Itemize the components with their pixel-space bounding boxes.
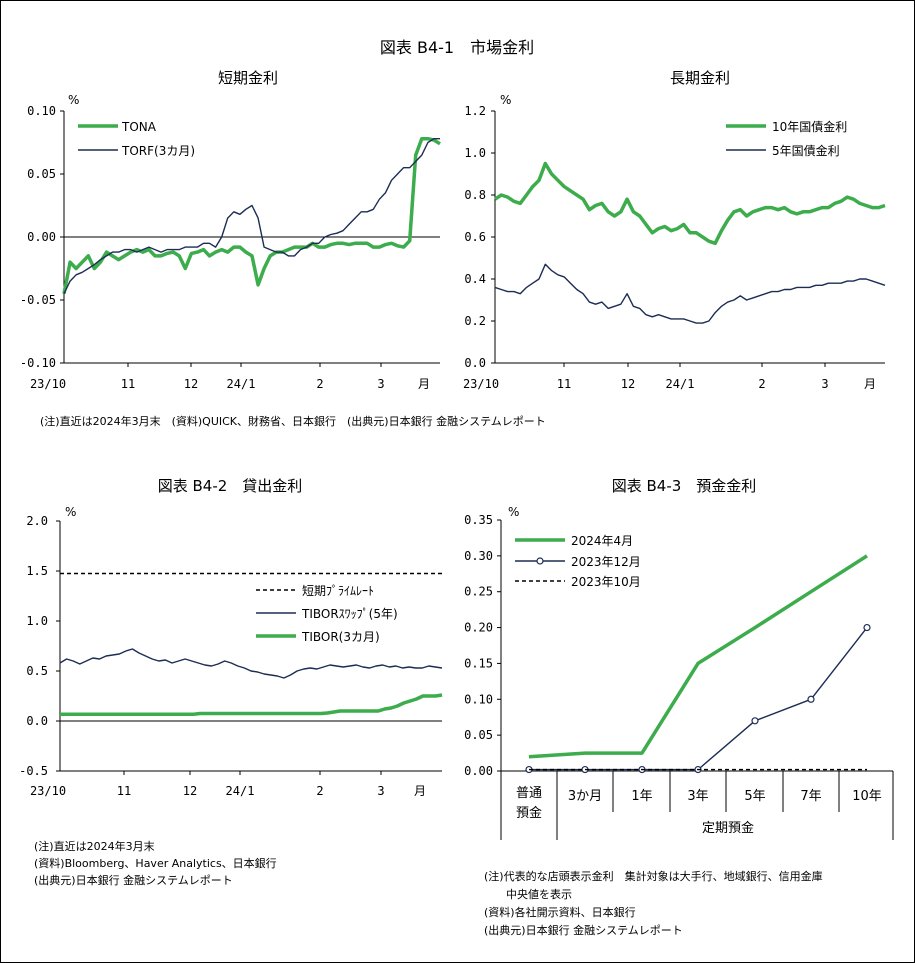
y-tick-label: 0.8	[464, 188, 486, 202]
chart-lending-rates: 図表 B4-2 貸出金利% 2.0 1.5 1.0 0.5 0.0 -0.5 23/10 11 1…	[19, 477, 443, 798]
y-tick-label: 0.05	[27, 167, 56, 181]
y-tick-label: 0.25	[464, 585, 493, 599]
y-tick-label: 0.0	[464, 356, 486, 370]
x-tick-label: 11	[557, 377, 571, 391]
x-tick-label: 2	[316, 784, 323, 798]
x-tick-label: 3	[821, 377, 828, 391]
chart-deposit-rates: 図表 B4-3 預金金利% 0.35 0.30 0.25 0.20 0.15 0.10 0.0…	[464, 477, 894, 840]
legend-label-1: TORF(3カ月)	[121, 144, 195, 158]
legend-label-1: 5年国債金利	[772, 143, 840, 158]
legend-marker	[536, 557, 544, 565]
series-line-0	[494, 161, 886, 246]
y-tick-label: 0.00	[464, 764, 493, 778]
x-tick-label: 23/10	[30, 784, 66, 798]
x-tick-label: 12	[621, 377, 635, 391]
category-label-0: 普通預金	[516, 786, 542, 821]
series-line-1	[63, 137, 440, 295]
x-tick-label: 2	[316, 377, 323, 391]
y-tick-label: 0.35	[464, 513, 493, 527]
note-b41: (注)直近は2024年3月末 (資料)QUICK、財務省、日本銀行 (出典元)日…	[40, 414, 546, 428]
chart-title: 図表 B4-2 貸出金利	[158, 477, 303, 495]
series-line-0	[62, 136, 441, 295]
note-b42-line1: (注)直近は2024年3月末	[34, 839, 155, 853]
series-line-1	[59, 648, 443, 679]
y-tick-label: -0.10	[20, 356, 56, 370]
y-tick-label: 2.0	[26, 514, 48, 528]
y-unit-label: %	[68, 93, 79, 107]
legend-label-2: TIBOR(3カ月)	[301, 630, 380, 644]
category-label-2: 1年	[631, 789, 652, 804]
legend-label-0: 短期ﾌﾟﾗｲﾑﾚｰﾄ	[302, 584, 374, 598]
y-tick-label: 0.2	[464, 314, 486, 328]
chart-long-term-rates: 長期金利% 1.2 1.0 0.8 0.6 0.4 0.2 0.0 23/10 11 12 24/1 2…	[463, 69, 886, 391]
y-tick-label: 0.0	[26, 714, 48, 728]
category-label-5: 7年	[800, 789, 821, 804]
note-b43-line4: (出典元)日本銀行 金融システムレポート	[484, 923, 683, 937]
y-tick-label: 0.15	[464, 656, 493, 670]
category-label-6: 10年	[852, 789, 882, 804]
note-b43-line2: 中央値を表示	[484, 887, 572, 901]
chart-short-term-rates: 短期金利% 0.10 0.05 0.00 -0.05 -0.10 23/10 11 12 24/1…	[20, 69, 441, 391]
chart-title: 短期金利	[218, 69, 278, 87]
y-tick-label: 0.10	[27, 104, 56, 118]
x-tick-label: 12	[183, 784, 197, 798]
y-tick-label: 0.4	[464, 272, 486, 286]
note-b43-line1: (注)代表的な店頭表示金利 集計対象は大手行、地域銀行、信用金庫	[484, 869, 823, 883]
series-marker	[807, 695, 815, 703]
x-tick-label: 24/1	[226, 784, 255, 798]
y-tick-label: 0.10	[464, 692, 493, 706]
y-tick-label: 0.30	[464, 549, 493, 563]
category-group-label: 定期預金	[702, 820, 754, 836]
y-tick-label: 1.2	[464, 104, 486, 118]
x-tick-label: 11	[117, 784, 131, 798]
category-label-4: 5年	[744, 789, 765, 804]
series-marker	[863, 623, 871, 632]
y-tick-label: -0.05	[20, 293, 56, 307]
series-line-1	[529, 627, 868, 771]
legend-label-0: TONA	[121, 120, 157, 134]
series-line-1	[494, 263, 886, 324]
note-b42-line3: (出典元)日本銀行 金融システムレポート	[34, 873, 233, 887]
y-tick-label: -0.5	[19, 764, 48, 778]
y-tick-label: 0.05	[464, 728, 493, 742]
x-tick-label: 2	[758, 377, 765, 391]
legend-label-1: TIBORｽﾜｯﾌﾟ(5年)	[301, 607, 398, 621]
legend-label-2: 2023年10月	[571, 575, 641, 589]
x-tick-label: 月	[864, 377, 876, 391]
legend-label-0: 2024年4月	[571, 534, 633, 548]
x-tick-label: 12	[184, 377, 198, 391]
y-tick-label: 0.5	[26, 664, 48, 678]
note-b43-line3: (資料)各社開示資料、日本銀行	[484, 905, 636, 919]
x-tick-label: 23/10	[463, 377, 499, 391]
y-tick-label: 0.20	[464, 621, 493, 635]
legend-label-1: 2023年12月	[571, 555, 641, 569]
category-label-1: 3か月	[568, 789, 602, 804]
x-tick-label: 24/1	[227, 377, 256, 391]
note-b42-line2: (資料)Bloomberg、Haver Analytics、日本銀行	[34, 856, 277, 870]
x-tick-label: 24/1	[666, 377, 695, 391]
y-tick-label: 0.6	[464, 230, 486, 244]
y-tick-label: 1.0	[464, 146, 486, 160]
y-tick-label: 1.5	[26, 564, 48, 578]
series-line-2	[60, 693, 443, 716]
y-tick-label: 1.0	[26, 614, 48, 628]
x-tick-label: 11	[121, 377, 135, 391]
figure-title: 図表 B4-1 市場金利	[380, 38, 534, 57]
x-tick-label: 3	[377, 784, 384, 798]
chart-title: 長期金利	[670, 69, 730, 87]
x-tick-label: 月	[414, 784, 426, 798]
series-marker	[751, 717, 759, 725]
category-label-3: 3年	[687, 789, 708, 804]
x-tick-label: 3	[377, 377, 384, 391]
y-tick-label: 0.00	[27, 230, 56, 244]
legend-label-0: 10年国債金利	[772, 119, 847, 134]
y-unit-label: %	[500, 93, 511, 107]
y-unit-label: %	[65, 505, 76, 519]
chart-title: 図表 B4-3 預金金利	[612, 477, 757, 495]
series-line-0	[528, 554, 868, 759]
x-tick-label: 23/10	[30, 377, 66, 391]
x-tick-label: 月	[418, 377, 430, 391]
y-unit-label: %	[508, 505, 519, 519]
